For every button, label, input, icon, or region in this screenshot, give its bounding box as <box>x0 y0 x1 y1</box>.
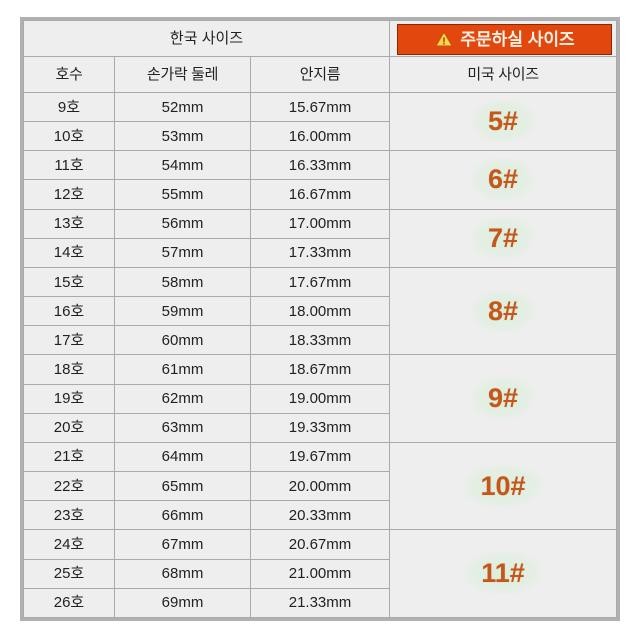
svg-text:!: ! <box>443 36 446 47</box>
